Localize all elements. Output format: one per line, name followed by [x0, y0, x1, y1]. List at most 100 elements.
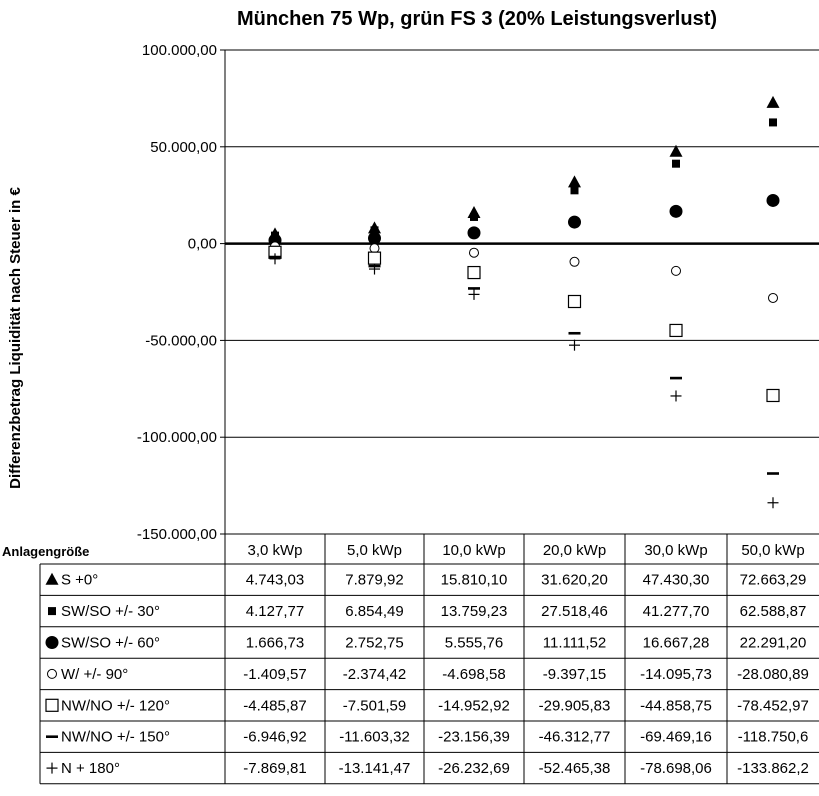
data-point-square-open — [367, 251, 382, 265]
y-tick-label: 50.000,00 — [150, 139, 217, 156]
data-label: -52.465,38 — [539, 760, 611, 777]
series-name: NW/NO +/- 150° — [61, 729, 170, 746]
legend-key-circle-open — [47, 668, 57, 679]
chart-title: München 75 Wp, grün FS 3 (20% Leistungsv… — [237, 8, 717, 30]
data-point-triangle-filled — [568, 175, 581, 188]
data-label: 4.127,77 — [246, 603, 304, 620]
data-point-dash — [468, 287, 480, 290]
y-tick-label: 0,00 — [188, 236, 217, 253]
data-point-circle-filled — [368, 231, 381, 245]
series-name: SW/SO +/- 30° — [61, 603, 160, 620]
data-point-circle-filled — [467, 226, 481, 240]
category-label: 5,0 kWp — [347, 542, 402, 559]
legend-key-triangle-filled — [45, 572, 59, 585]
y-tick-label: -100.000,00 — [137, 429, 217, 446]
data-label: 27.518,46 — [541, 603, 608, 620]
data-label: -6.946,92 — [243, 729, 306, 746]
legend-key-dash — [46, 735, 58, 738]
data-label: -46.312,77 — [539, 729, 611, 746]
data-label: 31.620,20 — [541, 572, 608, 589]
data-point-plus — [767, 497, 779, 509]
data-label: 11.111,52 — [543, 635, 606, 652]
data-point-plus — [468, 288, 480, 300]
data-point-circle-open — [671, 265, 681, 276]
data-label: 41.277,70 — [643, 603, 710, 620]
data-label: -2.374,42 — [343, 666, 406, 683]
data-point-plus — [369, 263, 380, 275]
series-name: N + 180° — [61, 760, 120, 777]
data-label: 13.759,23 — [441, 603, 508, 620]
data-point-dash — [670, 376, 682, 380]
data-point-circle-open — [768, 292, 778, 303]
data-point-square-open — [467, 265, 481, 280]
data-point-dash — [767, 472, 779, 475]
data-point-square-filled-small — [672, 159, 680, 168]
data-label: -9.397,15 — [543, 666, 606, 683]
data-point-circle-filled — [766, 193, 780, 207]
y-tick-label: 100.000,00 — [142, 42, 217, 59]
data-point-circle-filled — [568, 215, 581, 229]
data-point-plus — [569, 339, 580, 351]
data-label: -118.750,6 — [738, 729, 809, 746]
data-label: -4.698,58 — [442, 666, 505, 683]
data-label: -4.485,87 — [243, 697, 306, 714]
legend-key-square-open — [45, 698, 59, 712]
x-axis-label: Anlagengröße — [2, 544, 89, 559]
category-label: 3,0 kWp — [247, 542, 302, 559]
data-label: 72.663,29 — [740, 572, 807, 589]
data-label: 6.854,49 — [345, 603, 403, 620]
data-label: -14.952,92 — [438, 697, 510, 714]
data-label: 47.430,30 — [643, 572, 710, 589]
legend-key-circle-filled — [45, 636, 59, 649]
data-point-circle-open — [569, 256, 580, 267]
data-label: -28.080,89 — [737, 666, 809, 683]
data-label: 2.752,75 — [345, 635, 403, 652]
data-label: -7.869,81 — [243, 760, 306, 777]
data-label: -26.232,69 — [438, 760, 510, 777]
data-label: -69.469,16 — [640, 729, 712, 746]
series-name: W/ +/- 90° — [61, 666, 128, 683]
series-name: NW/NO +/- 120° — [61, 697, 170, 714]
data-point-plus — [269, 253, 281, 265]
data-point-dash — [568, 331, 581, 335]
series-name: S +0° — [61, 572, 98, 589]
category-label: 50,0 kWp — [741, 542, 804, 559]
data-label: 7.879,92 — [345, 572, 403, 589]
data-point-circle-open — [369, 243, 380, 254]
y-tick-label: -150.000,00 — [137, 526, 217, 543]
data-point-square-filled-small — [769, 118, 777, 127]
data-point-square-filled-small — [470, 212, 478, 221]
data-label: -11.603,32 — [339, 729, 410, 746]
data-label: 16.667,28 — [643, 635, 710, 652]
data-label: -29.905,83 — [539, 697, 611, 714]
data-point-square-open — [766, 388, 780, 403]
data-point-square-open — [669, 323, 683, 338]
series-name: SW/SO +/- 60° — [61, 635, 160, 652]
data-point-square-filled-small — [570, 186, 579, 195]
data-label: 15.810,10 — [441, 572, 508, 589]
data-point-circle-open — [469, 247, 479, 258]
data-point-circle-filled — [669, 204, 683, 218]
data-label: 62.588,87 — [740, 603, 807, 620]
data-label: 5.555,76 — [445, 635, 503, 652]
data-label: -23.156,39 — [438, 729, 510, 746]
data-point-plus — [670, 390, 682, 402]
data-point-square-filled-small — [370, 226, 379, 235]
data-label: -78.452,97 — [737, 697, 809, 714]
data-label: -78.698,06 — [640, 760, 712, 777]
data-label: -44.858,75 — [640, 697, 712, 714]
category-label: 10,0 kWp — [442, 542, 505, 559]
data-label: 22.291,20 — [740, 635, 807, 652]
data-label: -13.141,47 — [339, 760, 411, 777]
data-label: -1.409,57 — [243, 666, 306, 683]
data-point-square-open — [567, 294, 582, 309]
legend-key-square-filled-small — [48, 607, 56, 616]
category-label: 30,0 kWp — [644, 542, 707, 559]
data-label: -133.862,2 — [737, 760, 809, 777]
legend-key-plus — [46, 762, 58, 774]
data-label: -14.095,73 — [640, 666, 712, 683]
data-point-triangle-filled — [766, 95, 780, 108]
y-axis-label: Differenzbetrag Liquidität nach Steuer i… — [7, 186, 24, 488]
data-label: 1.666,73 — [246, 635, 304, 652]
